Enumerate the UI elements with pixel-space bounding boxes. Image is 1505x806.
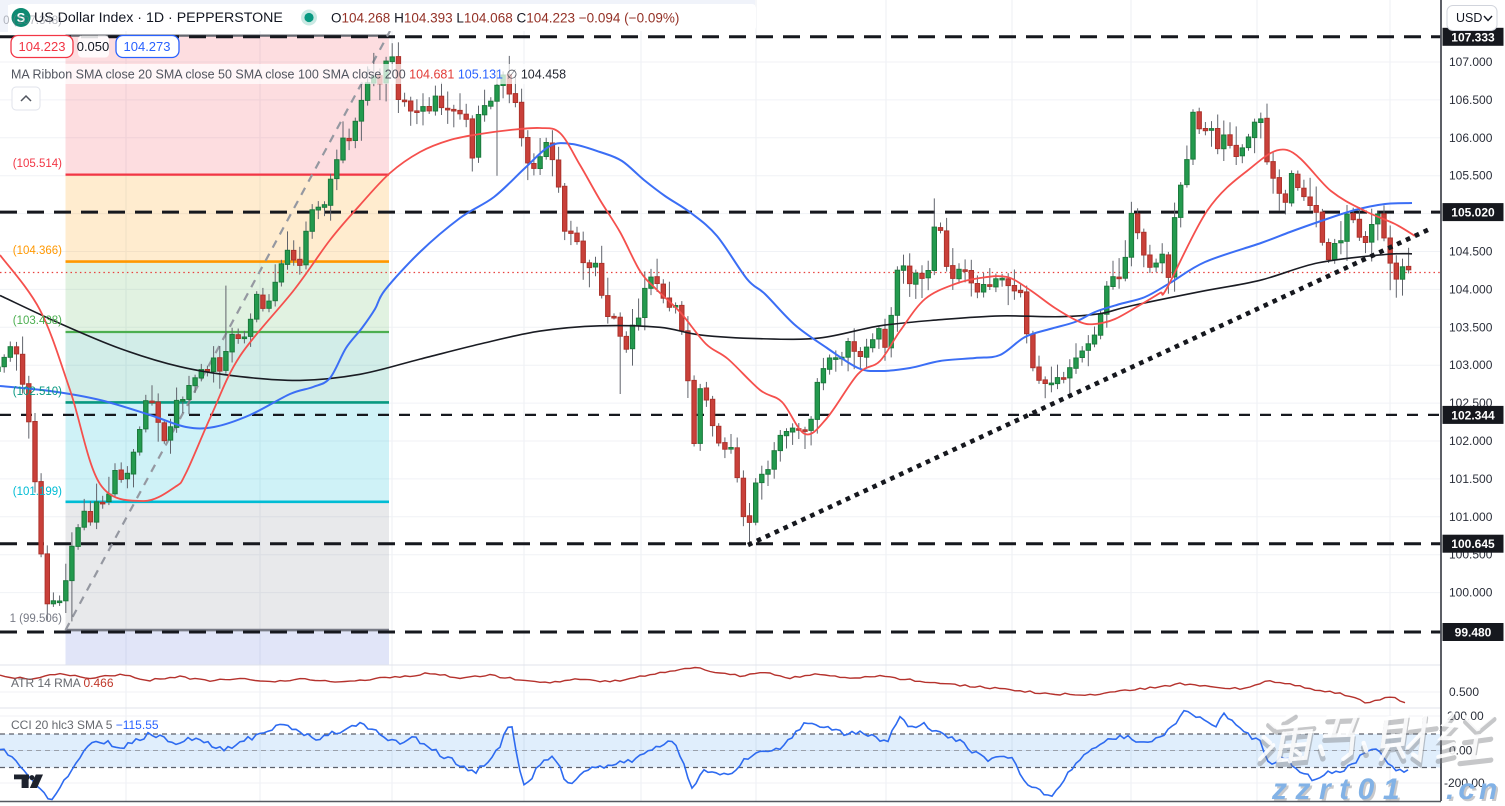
- svg-text:102.000: 102.000: [1449, 434, 1493, 448]
- svg-text:106.000: 106.000: [1449, 131, 1493, 145]
- svg-text:101.000: 101.000: [1449, 510, 1493, 524]
- svg-text:100.645: 100.645: [1451, 537, 1495, 551]
- svg-text:103.500: 103.500: [1449, 320, 1493, 334]
- svg-text:0.500: 0.500: [1449, 685, 1479, 699]
- svg-text:104.000: 104.000: [1449, 282, 1493, 296]
- svg-text:100.000: 100.000: [1449, 586, 1493, 600]
- svg-text:zzrt01: zzrt01: [1271, 773, 1408, 806]
- svg-text:0 (107.348): 0 (107.348): [3, 15, 62, 27]
- svg-text:(101.199): (101.199): [13, 486, 62, 498]
- svg-text:(103.438): (103.438): [13, 315, 62, 327]
- svg-text:(105.514): (105.514): [13, 158, 62, 170]
- svg-text:.cn: .cn: [1446, 773, 1501, 806]
- svg-text:zzrt01: zzrt01: [1273, 775, 1410, 806]
- svg-text:ATR 14 RMA 0.466: ATR 14 RMA 0.466: [11, 676, 114, 690]
- svg-text:102.344: 102.344: [1451, 408, 1495, 422]
- svg-text:US Dollar Index · 1D · PEPPERS: US Dollar Index · 1D · PEPPERSTONE: [34, 10, 283, 26]
- svg-text:104.500: 104.500: [1449, 245, 1493, 259]
- svg-text:S: S: [17, 10, 26, 25]
- svg-text:105.500: 105.500: [1449, 169, 1493, 183]
- svg-text:106.500: 106.500: [1449, 93, 1493, 107]
- svg-text:105.020: 105.020: [1451, 206, 1495, 220]
- svg-text:.cn: .cn: [1448, 775, 1503, 806]
- svg-text:101.500: 101.500: [1449, 472, 1493, 486]
- svg-text:1 (99.506): 1 (99.506): [10, 613, 63, 625]
- svg-text:107.000: 107.000: [1449, 55, 1493, 69]
- svg-text:(102.510): (102.510): [13, 386, 62, 398]
- svg-text:99.480: 99.480: [1455, 626, 1492, 640]
- svg-text:O104.268 H104.393 L104.068 C10: O104.268 H104.393 L104.068 C104.223 −0.0…: [331, 11, 679, 26]
- svg-text:CCI 20 hlc3 SMA 5 −115.55: CCI 20 hlc3 SMA 5 −115.55: [11, 718, 159, 732]
- svg-text:USD: USD: [1456, 11, 1482, 25]
- svg-text:-200.00: -200.00: [1444, 776, 1485, 790]
- svg-text:104.273: 104.273: [124, 39, 171, 54]
- svg-text:103.000: 103.000: [1449, 358, 1493, 372]
- svg-text:(104.366): (104.366): [13, 245, 62, 257]
- svg-text:0.050: 0.050: [77, 39, 110, 54]
- svg-text:MA Ribbon SMA close 20 SMA clo: MA Ribbon SMA close 20 SMA close 50 SMA …: [11, 68, 566, 82]
- svg-text:104.223: 104.223: [19, 39, 66, 54]
- svg-text:107.333: 107.333: [1451, 30, 1495, 44]
